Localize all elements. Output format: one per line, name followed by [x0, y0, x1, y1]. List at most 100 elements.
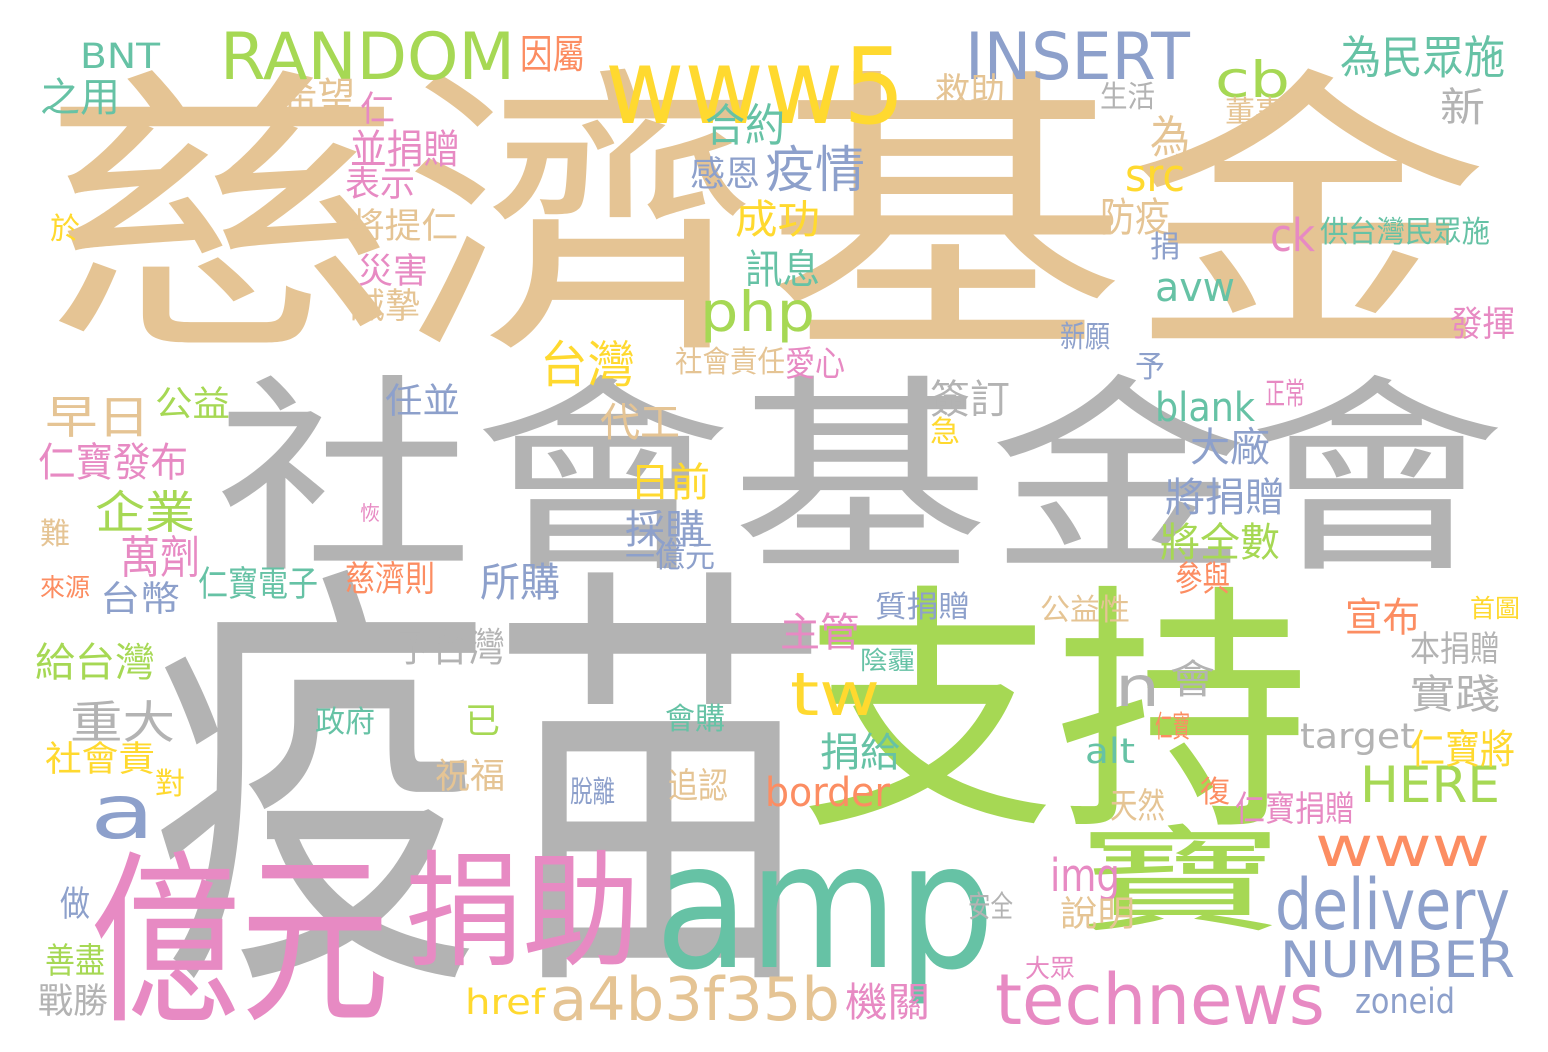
word-ck: ck [1270, 209, 1316, 262]
word-bnt: BNT [80, 37, 161, 77]
word-53: 新 [1440, 85, 1485, 131]
word-102: 社會責 [45, 740, 156, 780]
word-45: 感恩 [690, 155, 761, 195]
word-77: 仁寶電子 [198, 565, 318, 605]
word-6: 億元 [90, 834, 391, 1050]
word-59: 正常 [1265, 377, 1306, 412]
word-27: 台灣 [540, 336, 635, 394]
word-63: 代工 [600, 400, 680, 446]
word-84: 宣布 [1345, 595, 1421, 641]
word-94: 已 [465, 702, 501, 742]
word-32: 希望 [280, 75, 356, 121]
word-108: 天然 [1110, 787, 1166, 827]
word-34: 並捐贈 [350, 127, 461, 173]
word-78: 慈濟則 [345, 560, 435, 600]
word-7: 捐助 [405, 840, 640, 985]
word-91: 給台灣 [35, 640, 155, 686]
word-43: 訊息 [745, 247, 821, 293]
word-31: 之用 [40, 75, 120, 121]
word-58: 發揮 [1450, 305, 1516, 345]
word-www: www [1315, 815, 1491, 879]
word-109: 復 [1200, 775, 1230, 810]
word-n: n [1115, 655, 1161, 719]
word-87: 首圖 [1470, 594, 1521, 623]
word-25: 重大 [70, 696, 176, 749]
word-39: 誠摯 [350, 287, 421, 327]
word-76: 恢 [360, 501, 380, 525]
word-119: 機關 [845, 980, 931, 1026]
word-67: 大廠 [1190, 425, 1270, 471]
word-1: 慈濟基金 [40, 45, 1490, 394]
word-47: 防疫 [1100, 195, 1170, 241]
word-64: 簽訂 [930, 377, 1010, 423]
word-cb: cb [1215, 51, 1290, 109]
word-95: 政府 [315, 705, 375, 740]
word-72: 採購 [625, 507, 705, 553]
word-103: 祝福 [435, 757, 506, 797]
word-115: 善盡 [45, 942, 106, 982]
word-2: 社會基金會 [215, 357, 1506, 602]
word-113: 說明 [1060, 895, 1135, 935]
word-116: 大眾 [1025, 954, 1076, 983]
word-28: 疫情 [765, 141, 865, 199]
word-93: 實踐 [1410, 672, 1500, 718]
word-97: 仁寶 [1155, 710, 1190, 745]
word-a4b3f35b: a4b3f35b [550, 965, 840, 1035]
word-24: 早日 [45, 391, 151, 444]
word-border: border [765, 770, 891, 816]
word-www5: www5 [605, 26, 906, 148]
word-4: 支持 [800, 564, 1311, 866]
word-106: 脫離 [570, 775, 615, 810]
word-38: 災害 [358, 252, 429, 292]
word-href: href [465, 983, 545, 1023]
word-104: 對 [155, 767, 185, 802]
word-blank: blank [1155, 385, 1256, 431]
word-62: 任並 [385, 382, 460, 422]
word-81: 台幣 [100, 580, 181, 620]
word-70: 日前 [630, 460, 710, 506]
word-65: 急 [930, 415, 960, 450]
word-35: 表示 [345, 165, 416, 205]
word-alt: alt [1085, 732, 1136, 772]
word-79: 參與 [1175, 560, 1231, 600]
word-amp: amp [655, 806, 995, 1009]
word-57: 予 [1135, 350, 1165, 385]
word-here: HERE [1360, 756, 1501, 814]
word-delivery: delivery [1275, 864, 1510, 946]
word-68: 社會責任 [675, 345, 786, 380]
word-90: 予台灣 [395, 625, 506, 671]
word-110: 仁寶捐贈 [1235, 790, 1355, 830]
word-55: 捐 [1150, 230, 1180, 265]
word-82: 所購 [480, 560, 560, 606]
word-117: 戰勝 [38, 982, 109, 1022]
word-71: 將捐贈 [1165, 475, 1285, 521]
word-80: 來源 [40, 573, 91, 602]
word-technews: technews [995, 959, 1325, 1041]
word-86: 公益性 [1040, 593, 1130, 628]
word-44: 救助 [935, 72, 1006, 112]
word-112: 做 [60, 885, 91, 925]
word-107: 追認 [668, 767, 729, 807]
word-73: 將全數 [1160, 520, 1280, 566]
word-85: 質捐贈 [875, 590, 971, 625]
word-33: 仁 [360, 90, 396, 130]
word-114: 安全 [968, 890, 1013, 925]
word-69: 愛心 [785, 345, 846, 385]
word-insert: INSERT [965, 20, 1190, 95]
word-29: 為 [1150, 111, 1191, 164]
word-tw: tw [790, 660, 881, 730]
word-random: RANDOM [220, 20, 515, 95]
word-36: 於 [50, 212, 80, 247]
word-96: 會購 [665, 702, 725, 737]
word-50: 為民眾施 [1340, 31, 1506, 84]
word-target: target [1300, 717, 1416, 757]
word-8: 寶 [1075, 815, 1286, 949]
word-100: 捐給 [820, 730, 900, 776]
word-42: 成功 [735, 197, 821, 243]
word-number: NUMBER [1280, 931, 1515, 989]
word-89: 會 [1170, 657, 1215, 703]
word-74: 一億元 [625, 540, 715, 575]
word-41: 合約 [705, 99, 786, 152]
word-23: 企業 [95, 486, 196, 539]
word-75: 難 [40, 517, 70, 552]
